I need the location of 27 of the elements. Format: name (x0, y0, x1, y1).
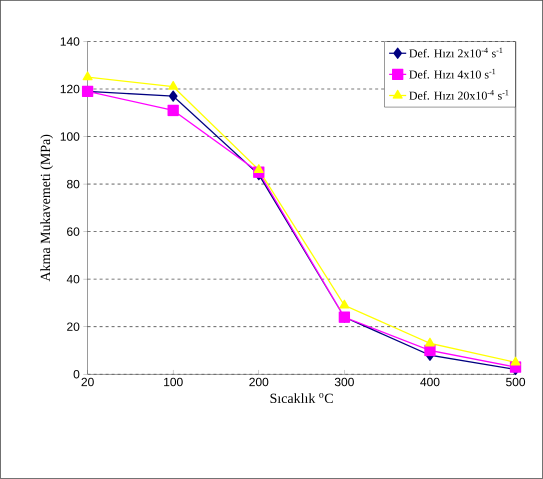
point (168, 81, 178, 90)
y-tick-label: 40 (66, 274, 80, 284)
y-tick-label: 60 (67, 227, 80, 236)
legend-label: Def. Hızı 20x10$^{-4}$ s$^{-1}$ (409, 90, 508, 100)
legend-label: Def. Hızı 4x10 s$^{-1}$ (409, 68, 496, 79)
x-tick-label: 200 (249, 378, 268, 386)
point (424, 338, 435, 347)
y-tick-label: 100 (60, 132, 80, 141)
legend-label: Def. Hızı 2x10$^{-4}$ s$^{-1}$ (409, 48, 502, 58)
x-tick-label: 100 (164, 378, 183, 386)
point (168, 104, 179, 116)
y-tick-label: 20 (67, 322, 80, 331)
y-tick-label: 0 (74, 370, 80, 379)
x-tick-label: 400 (420, 378, 440, 386)
x-tick-label: 500 (506, 378, 526, 386)
point (339, 300, 350, 309)
point (168, 90, 178, 102)
x-axis-title: Sıcaklık $^{o}$C (270, 393, 333, 404)
point (254, 164, 264, 174)
y-tick-label: 120 (60, 84, 80, 94)
x-tick-label: 20 (82, 378, 94, 386)
point (82, 72, 93, 80)
y-axis-title: Akma Mukavemeti (MPa) (40, 134, 53, 282)
y-tick-label: 80 (67, 180, 80, 188)
x-tick-label: 300 (334, 378, 354, 386)
y-tick-label: 140 (60, 37, 80, 46)
point (510, 356, 521, 366)
